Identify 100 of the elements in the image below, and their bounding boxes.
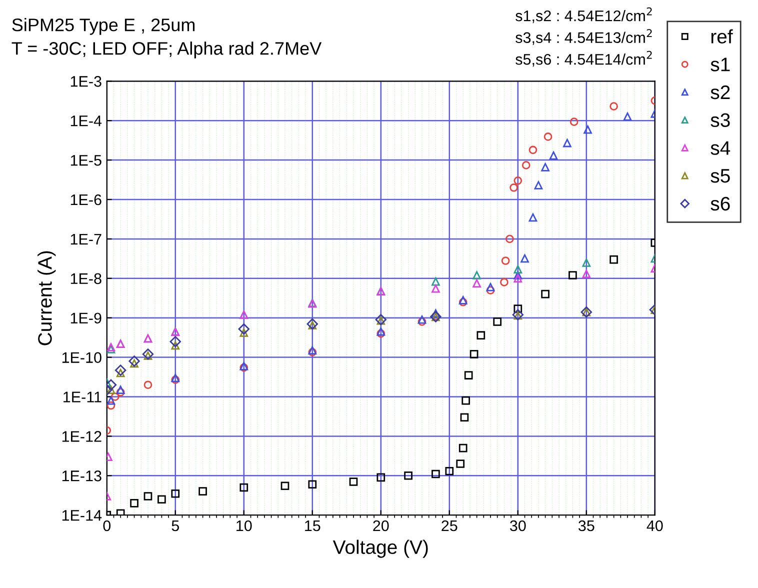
point — [171, 341, 180, 350]
point — [570, 118, 578, 126]
point — [308, 321, 317, 330]
point — [584, 125, 592, 134]
point — [240, 328, 248, 337]
point — [522, 161, 530, 170]
point — [541, 290, 550, 298]
text: s3,s4 : 4.54E13/cm$^{2}$ — [516, 29, 652, 45]
point — [280, 482, 290, 490]
point — [458, 298, 468, 306]
x-tick-label: 5 — [172, 520, 179, 532]
x-tick-label: 20 — [373, 520, 389, 532]
text: s5,s6 : 4.54E14/cm$^{2}$ — [516, 50, 652, 67]
point — [458, 444, 468, 452]
y-tick-label: 1E-7 — [70, 234, 102, 244]
point — [349, 478, 358, 486]
point — [170, 336, 181, 348]
x-tick-label: 0 — [103, 520, 111, 532]
chart-title: SiPM25 Type E , 25um — [12, 18, 195, 35]
point — [462, 396, 470, 405]
point — [464, 371, 473, 380]
point — [238, 323, 250, 335]
y-tick-label: 1E-9 — [70, 312, 102, 324]
y-tick-label: 1E-12 — [62, 431, 102, 442]
point — [445, 466, 454, 476]
point — [486, 282, 495, 292]
point — [376, 329, 386, 338]
point — [171, 489, 180, 498]
legend-label: s5 — [710, 169, 730, 183]
text: s1,s2 : 4.54E12/cm$^{2}$ — [516, 7, 652, 24]
point — [582, 258, 591, 267]
point — [514, 176, 522, 185]
legend-label: ref — [711, 29, 733, 44]
point — [544, 132, 552, 141]
legend-label: s2 — [710, 85, 730, 100]
point — [534, 181, 543, 190]
point — [541, 162, 550, 172]
legend-label: s1 — [710, 58, 730, 72]
point — [501, 256, 510, 265]
point — [116, 509, 125, 516]
point — [106, 396, 116, 405]
point — [418, 315, 426, 324]
chart-subtitle: T = -30C; LED OFF; Alpha rad 2.7MeV — [12, 42, 322, 58]
legend-label: s6 — [710, 196, 730, 211]
x-tick-label: 30 — [510, 520, 526, 532]
point — [432, 284, 440, 293]
point — [514, 274, 522, 283]
y-tick-label: 1E-3 — [70, 76, 102, 87]
point — [114, 364, 126, 376]
y-tick-label: 1E-6 — [70, 194, 102, 206]
point — [144, 492, 152, 500]
point — [432, 277, 440, 286]
point — [144, 351, 152, 360]
y-tick-label: 1E-8 — [70, 273, 102, 284]
point — [116, 388, 125, 396]
point — [520, 254, 529, 263]
y-tick-label: 1E-11 — [64, 392, 102, 402]
point — [404, 471, 412, 480]
point — [514, 265, 522, 274]
point — [510, 183, 518, 192]
point — [528, 213, 538, 222]
point — [198, 487, 207, 496]
point — [472, 271, 481, 280]
point — [106, 379, 117, 390]
legend-label: s4 — [710, 141, 730, 155]
point — [476, 331, 486, 340]
point — [456, 460, 465, 468]
legend-label: s3 — [710, 113, 730, 128]
point — [563, 138, 572, 148]
point — [116, 386, 125, 394]
point — [106, 401, 116, 410]
point — [610, 102, 618, 110]
x-axis-title: Voltage (V) — [332, 540, 428, 558]
point — [418, 317, 426, 326]
x-tick-label: 40 — [646, 520, 663, 532]
point — [549, 151, 558, 160]
point — [514, 271, 522, 280]
point — [568, 271, 577, 280]
point — [130, 499, 138, 508]
point — [432, 470, 440, 478]
point — [308, 480, 317, 489]
point — [106, 386, 116, 394]
point — [171, 376, 180, 384]
point — [144, 380, 152, 390]
point — [460, 413, 469, 422]
point — [158, 495, 166, 504]
point — [623, 112, 632, 121]
y-tick-label: 1E-4 — [70, 116, 102, 126]
point — [610, 255, 618, 264]
point — [128, 356, 140, 367]
y-tick-label: 1E-5 — [70, 155, 102, 166]
x-tick-label: 25 — [442, 520, 458, 532]
point — [240, 483, 248, 492]
point — [528, 146, 538, 154]
point — [500, 278, 508, 286]
point — [470, 350, 478, 358]
y-tick-label: 1E-10 — [62, 352, 102, 363]
point — [582, 270, 591, 278]
point — [106, 345, 116, 354]
point — [472, 279, 481, 288]
